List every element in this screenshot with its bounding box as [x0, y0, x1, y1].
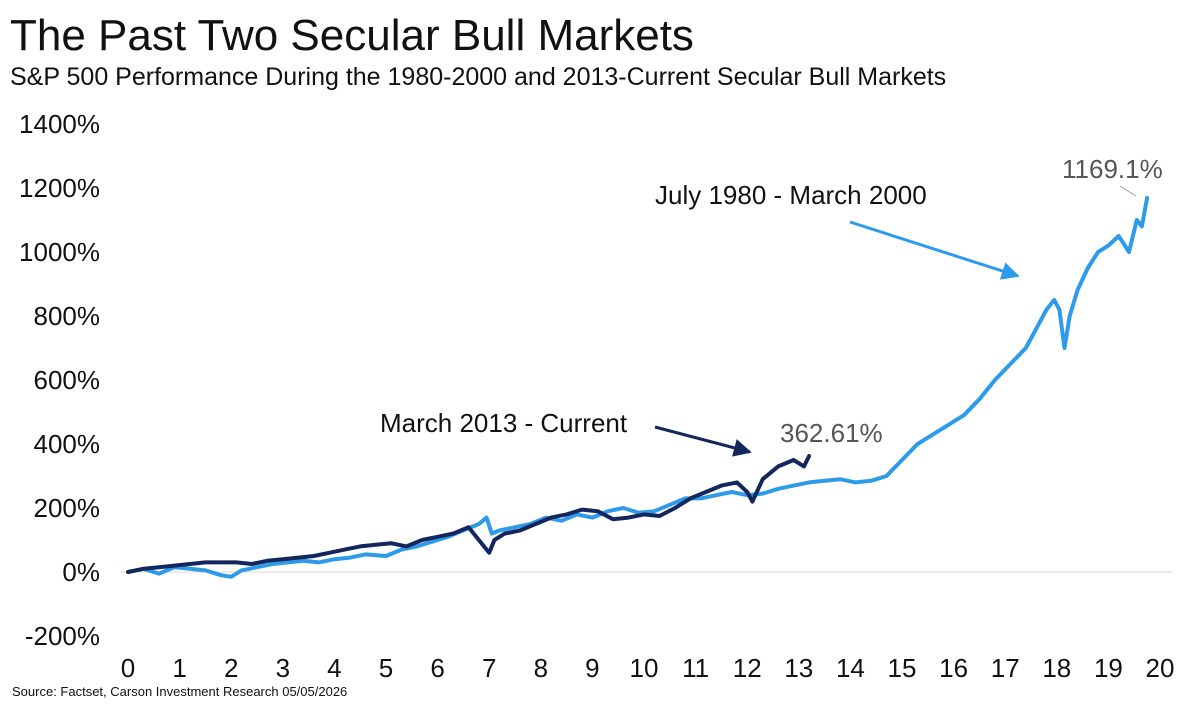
x-tick-label: 7 — [482, 653, 496, 683]
y-tick-label: -200% — [25, 621, 100, 651]
y-tick-label: 800% — [34, 301, 101, 331]
x-tick-label: 18 — [1042, 653, 1071, 683]
annotation-1980: July 1980 - March 2000 — [655, 180, 927, 210]
annotation-arrow-1980 — [849, 220, 1020, 280]
x-tick-label: 3 — [276, 653, 290, 683]
end-label-1980: 1169.1% — [1062, 154, 1163, 184]
series-line-1980 — [126, 195, 1150, 579]
y-tick-label: 1000% — [19, 237, 100, 267]
series-line-2013 — [126, 454, 812, 574]
x-tick-label: 5 — [379, 653, 393, 683]
x-tick-label: 17 — [991, 653, 1020, 683]
x-tick-label: 8 — [534, 653, 548, 683]
annotation-arrow-2013 — [654, 425, 752, 457]
x-tick-label: 19 — [1094, 653, 1123, 683]
chart-title: The Past Two Secular Bull Markets — [10, 11, 694, 60]
annotation-2013: March 2013 - Current — [380, 408, 628, 438]
end-label-2013: 362.61% — [780, 418, 883, 448]
x-tick-label: 14 — [836, 653, 865, 683]
y-tick-label: 400% — [34, 429, 101, 459]
x-tick-label: 4 — [327, 653, 341, 683]
y-tick-label: 0% — [62, 557, 100, 587]
x-tick-label: 1 — [172, 653, 186, 683]
x-tick-label: 16 — [939, 653, 968, 683]
x-tick-label: 6 — [430, 653, 444, 683]
x-tick-label: 11 — [682, 653, 709, 683]
x-tick-label: 0 — [121, 653, 135, 683]
y-tick-label: 1200% — [19, 173, 100, 203]
y-tick-label: 1400% — [19, 109, 100, 139]
x-tick-label: 12 — [733, 653, 762, 683]
chart-subtitle: S&P 500 Performance During the 1980-2000… — [10, 63, 947, 91]
x-tick-label: 20 — [1146, 653, 1175, 683]
y-tick-label: 200% — [34, 493, 101, 523]
x-tick-label: 9 — [585, 653, 599, 683]
end-label-leader-1980 — [1119, 185, 1137, 197]
source-note: Source: Factset, Carson Investment Resea… — [12, 684, 348, 699]
x-tick-label: 10 — [630, 653, 659, 683]
x-tick-label: 2 — [224, 653, 238, 683]
x-tick-label: 13 — [784, 653, 813, 683]
x-tick-label: 15 — [888, 653, 917, 683]
y-tick-label: 600% — [34, 365, 101, 395]
